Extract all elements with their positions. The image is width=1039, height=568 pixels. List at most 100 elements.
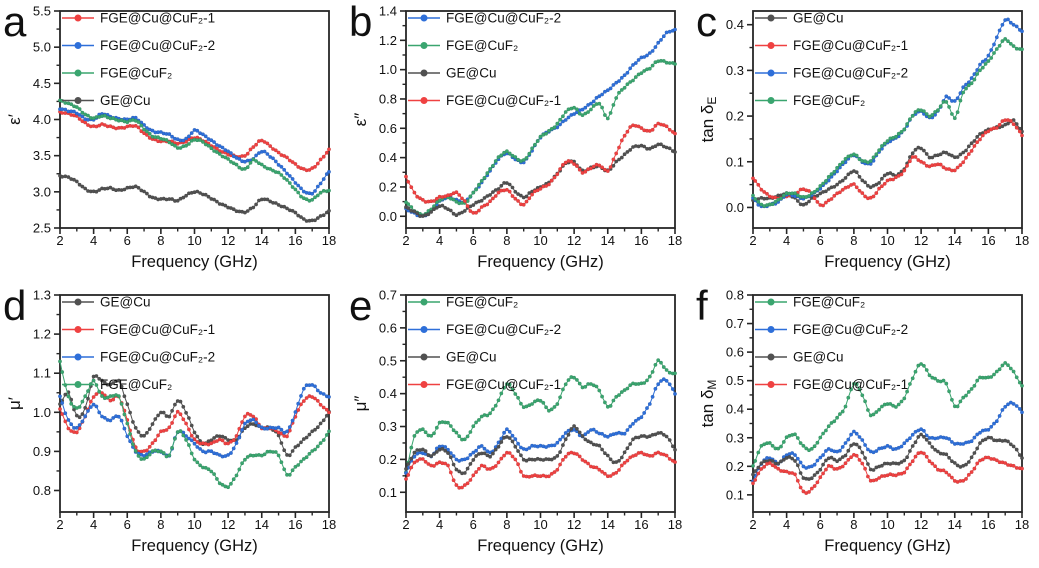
legend-marker bbox=[74, 381, 82, 388]
chart-mu-double-prime: 2 4 6 8 10 12 14 16 18 0.1 0.2 0.3 0.4 0.5 0.6 0.7 Frequ… bbox=[349, 284, 682, 555]
panel-letter: a bbox=[3, 0, 27, 45]
legend-label: FGE@CuF₂ bbox=[446, 295, 518, 310]
y-axis-title: ε″ bbox=[351, 113, 370, 127]
series-GE@Cu bbox=[750, 117, 1024, 207]
y-tick-label: 0.0 bbox=[726, 200, 744, 215]
legend-entry-FGE@Cu@CuF₂-1: FGE@Cu@CuF₂-1 bbox=[754, 377, 908, 392]
legend-label: FGE@Cu@CuF₂-1 bbox=[100, 11, 215, 26]
y-tick-label: 1.0 bbox=[33, 405, 51, 420]
x-tick-label: 6 bbox=[124, 517, 131, 532]
y-tick-label: 0.2 bbox=[726, 459, 744, 474]
legend-label: FGE@Cu@CuF₂-2 bbox=[793, 322, 908, 337]
x-tick-label: 12 bbox=[567, 233, 581, 248]
x-tick-label: 8 bbox=[850, 517, 857, 532]
panel-e: 2 4 6 8 10 12 14 16 18 0.1 0.2 0.3 0.4 0.5 0.6 0.7 Frequ… bbox=[346, 284, 692, 568]
series-FGE@Cu@CuF₂-1 bbox=[404, 450, 678, 490]
series-FGE@CuF₂ bbox=[404, 58, 678, 218]
x-tick-label: 10 bbox=[880, 517, 894, 532]
legend-entry-FGE@CuF₂: FGE@CuF₂ bbox=[754, 93, 865, 108]
legend-marker bbox=[767, 14, 775, 22]
y-tick-label: 0.0 bbox=[379, 209, 397, 224]
x-axis-title: Frequency (GHz) bbox=[478, 537, 605, 555]
legend-entry-FGE@Cu@CuF₂-2: FGE@Cu@CuF₂-2 bbox=[754, 66, 908, 81]
x-tick-label: 10 bbox=[187, 517, 201, 532]
series-FGE@Cu@CuF₂-1 bbox=[58, 109, 332, 173]
series-FGE@CuF₂ bbox=[58, 359, 332, 490]
legend-label: GE@Cu bbox=[446, 350, 496, 365]
axes: 2 4 6 8 10 12 14 16 18 2.5 3.0 3.5 4.0 4.5 5.0 5.5 bbox=[33, 4, 336, 249]
legend-marker bbox=[420, 14, 428, 22]
y-tick-label: 0.8 bbox=[726, 288, 744, 303]
legend-entry-FGE@Cu@CuF₂-2: FGE@Cu@CuF₂-2 bbox=[754, 322, 908, 337]
series-FGE@CuF₂ bbox=[750, 360, 1024, 468]
series-FGE@Cu@CuF₂-1 bbox=[404, 121, 678, 215]
x-tick-label: 14 bbox=[255, 233, 269, 248]
series-FGE@Cu@CuF₂-2 bbox=[58, 382, 332, 459]
legend-entry-FGE@CuF₂: FGE@CuF₂ bbox=[408, 295, 519, 310]
series-FGE@CuF₂ bbox=[404, 358, 678, 475]
x-tick-label: 6 bbox=[816, 517, 823, 532]
legend-label: GE@Cu bbox=[100, 295, 150, 310]
chart-tan-delta-e: 2 4 6 8 10 12 14 16 18 0.0 0.1 0.2 0.3 0.4 Frequency (… bbox=[696, 0, 1029, 271]
x-tick-label: 16 bbox=[288, 517, 302, 532]
legend-entry-GE@Cu: GE@Cu bbox=[62, 93, 150, 108]
legend-entry-GE@Cu: GE@Cu bbox=[754, 350, 843, 365]
legend-entry-FGE@Cu@CuF₂-2: FGE@Cu@CuF₂-2 bbox=[408, 11, 562, 26]
series-FGE@Cu@CuF₂-1 bbox=[750, 450, 1024, 496]
y-tick-label: 0.4 bbox=[726, 17, 744, 32]
y-tick-label: 0.7 bbox=[379, 288, 397, 303]
x-tick-label: 8 bbox=[850, 233, 857, 248]
x-tick-label: 2 bbox=[56, 517, 63, 532]
x-tick-label: 10 bbox=[187, 233, 201, 248]
y-tick-label: 0.1 bbox=[379, 485, 397, 500]
y-tick-label: 4.5 bbox=[33, 76, 51, 91]
x-tick-label: 18 bbox=[668, 517, 682, 532]
legend: FGE@CuF₂ FGE@Cu@CuF₂-2 GE@Cu FGE@Cu@CuF₂-1 bbox=[408, 295, 562, 392]
y-tick-label: 0.6 bbox=[379, 121, 397, 136]
y-tick-label: 0.2 bbox=[379, 179, 397, 194]
legend-marker bbox=[74, 42, 82, 49]
chart-epsilon-double-prime: 2 4 6 8 10 12 14 16 18 0.0 0.2 0.4 0.6 0.8 1.0 1.2 1.4 Fr… bbox=[349, 0, 682, 271]
y-tick-label: 1.2 bbox=[379, 33, 397, 48]
x-tick-label: 14 bbox=[255, 517, 269, 532]
x-tick-label: 6 bbox=[124, 233, 131, 248]
y-tick-label: 1.0 bbox=[379, 62, 397, 77]
series-FGE@Cu@CuF₂-2 bbox=[750, 400, 1024, 484]
axes: 2 4 6 8 10 12 14 16 18 0.1 0.2 0.3 0.4 0.5 0.6 0.7 bbox=[379, 288, 682, 533]
legend-marker bbox=[767, 381, 775, 388]
y-axis-title: μ′ bbox=[5, 397, 24, 410]
y-tick-label: 2.5 bbox=[33, 221, 51, 236]
legend-label: GE@Cu bbox=[793, 11, 843, 26]
legend-entry-FGE@CuF₂: FGE@CuF₂ bbox=[62, 66, 172, 81]
x-tick-label: 8 bbox=[157, 517, 164, 532]
legend-label: FGE@Cu@CuF₂-2 bbox=[100, 350, 215, 365]
x-tick-label: 4 bbox=[90, 233, 97, 248]
legend-marker bbox=[767, 69, 775, 77]
x-tick-label: 4 bbox=[783, 233, 790, 248]
legend-marker bbox=[767, 42, 775, 49]
x-tick-label: 14 bbox=[601, 517, 615, 532]
y-tick-label: 0.1 bbox=[726, 487, 744, 502]
x-tick-label: 18 bbox=[322, 233, 336, 248]
x-tick-label: 4 bbox=[783, 517, 790, 532]
x-tick-label: 18 bbox=[322, 517, 336, 532]
legend-marker bbox=[420, 97, 428, 104]
y-tick-label: 3.5 bbox=[33, 148, 51, 163]
x-tick-label: 14 bbox=[947, 517, 961, 532]
y-tick-label: 0.3 bbox=[726, 63, 744, 78]
x-axis-title: Frequency (GHz) bbox=[478, 253, 605, 271]
y-axis-title: μ″ bbox=[351, 396, 370, 412]
legend-marker bbox=[420, 42, 428, 49]
y-tick-label: 0.5 bbox=[379, 353, 397, 368]
legend-marker bbox=[74, 69, 82, 77]
y-tick-label: 0.8 bbox=[379, 91, 397, 106]
series-FGE@Cu@CuF₂-1 bbox=[750, 118, 1024, 208]
chart-mu-prime: 2 4 6 8 10 12 14 16 18 0.8 0.9 1.0 1.1 1.2 1.3 Frequenc… bbox=[3, 284, 336, 555]
y-tick-label: 0.2 bbox=[726, 109, 744, 124]
legend-marker bbox=[74, 97, 82, 104]
series-FGE@CuF₂ bbox=[750, 36, 1024, 209]
x-tick-label: 10 bbox=[534, 233, 548, 248]
legend-entry-FGE@Cu@CuF₂-1: FGE@Cu@CuF₂-1 bbox=[62, 322, 215, 337]
legend: FGE@Cu@CuF₂-1 FGE@Cu@CuF₂-2 FGE@CuF₂ GE@Cu bbox=[62, 11, 215, 108]
x-axis-title: Frequency (GHz) bbox=[824, 537, 951, 555]
